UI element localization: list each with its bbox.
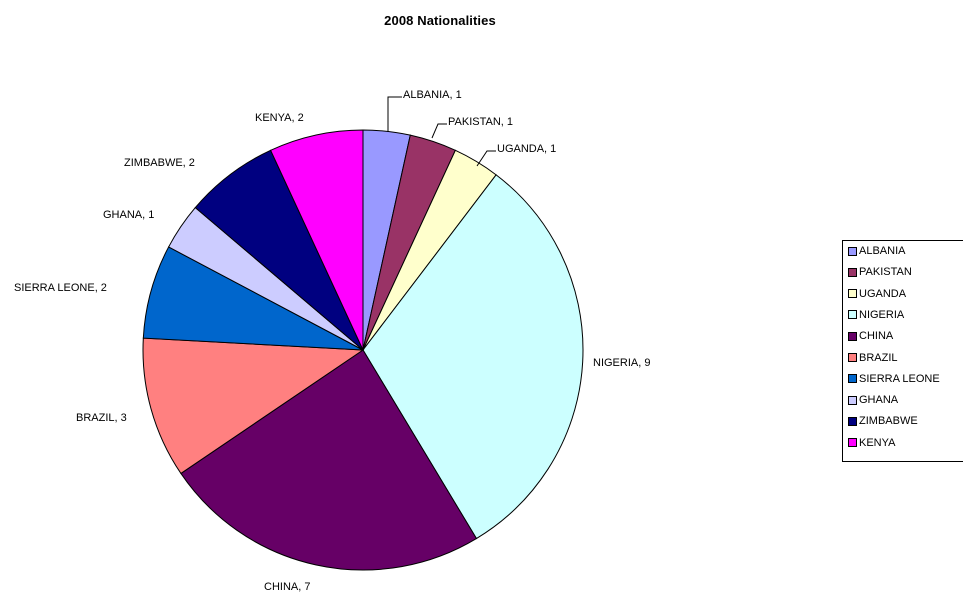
data-label-sierra-leone: SIERRA LEONE, 2	[14, 282, 107, 294]
chart-title: 2008 Nationalities	[384, 13, 496, 28]
leader-line-albania	[387, 96, 402, 132]
data-label-brazil: BRAZIL, 3	[76, 412, 127, 424]
legend-swatch	[848, 438, 857, 448]
pie-slice-nigeria	[362, 174, 584, 540]
legend-item-albania: ALBANIA	[848, 243, 905, 259]
legend-swatch	[848, 331, 857, 341]
data-labels: ALBANIA, 1 PAKISTAN, 1 UGANDA, 1 NIGERIA, 9…	[14, 89, 650, 593]
legend-label: ZIMBABWE	[859, 415, 918, 428]
legend-item-sierra-leone: SIERRA LEONE	[848, 371, 940, 387]
legend-item-zimbabwe: ZIMBABWE	[848, 413, 918, 429]
legend-swatch	[848, 267, 857, 277]
legend-label: CHINA	[859, 330, 894, 343]
leader-line-pakistan	[431, 123, 447, 139]
data-label-uganda: UGANDA, 1	[497, 143, 556, 155]
legend-label: ALBANIA	[859, 245, 906, 257]
data-label-ghana: GHANA, 1	[103, 209, 154, 221]
pie-slice-china	[180, 349, 478, 571]
legend-swatch	[848, 310, 857, 320]
legend-label: PAKISTAN	[859, 266, 912, 279]
legend-label: NIGERIA	[859, 308, 905, 321]
legend-item-china: CHINA	[848, 328, 893, 344]
leader-line-uganda	[476, 150, 496, 167]
legend-swatch	[848, 353, 857, 362]
legend-item-ghana: GHANA	[848, 392, 898, 408]
data-label-zimbabwe: ZIMBABWE, 2	[124, 157, 195, 169]
data-label-china: CHINA, 7	[264, 581, 310, 593]
legend-swatch	[848, 374, 857, 384]
legend-item-brazil: BRAZIL	[848, 350, 898, 366]
data-label-pakistan: PAKISTAN, 1	[448, 116, 513, 128]
pie-slice-kenya	[269, 129, 364, 351]
pie-slice-brazil	[142, 337, 365, 475]
legend-label: GHANA	[859, 394, 899, 407]
legend-label: KENYA	[859, 436, 896, 449]
legend-item-uganda: UGANDA	[848, 286, 906, 302]
legend-swatch	[848, 289, 857, 299]
legend: ALBANIA PAKISTAN UGANDA NIGERIA CHINA BRAZIL S…	[842, 240, 963, 462]
legend-item-nigeria: NIGERIA	[848, 307, 904, 323]
legend-label: UGANDA	[859, 287, 907, 300]
data-label-nigeria: NIGERIA, 9	[593, 357, 650, 369]
legend-item-pakistan: PAKISTAN	[848, 264, 912, 280]
legend-swatch	[848, 395, 857, 405]
legend-label: SIERRA LEONE	[859, 372, 940, 385]
legend-swatch	[848, 246, 857, 256]
leader-lines	[387, 96, 496, 167]
data-label-kenya: KENYA, 2	[255, 112, 304, 124]
legend-swatch	[848, 416, 857, 426]
legend-label: BRAZIL	[859, 351, 898, 364]
legend-item-kenya: KENYA	[848, 435, 895, 451]
pie-slices	[142, 129, 584, 571]
data-label-albania: ALBANIA, 1	[403, 89, 462, 101]
